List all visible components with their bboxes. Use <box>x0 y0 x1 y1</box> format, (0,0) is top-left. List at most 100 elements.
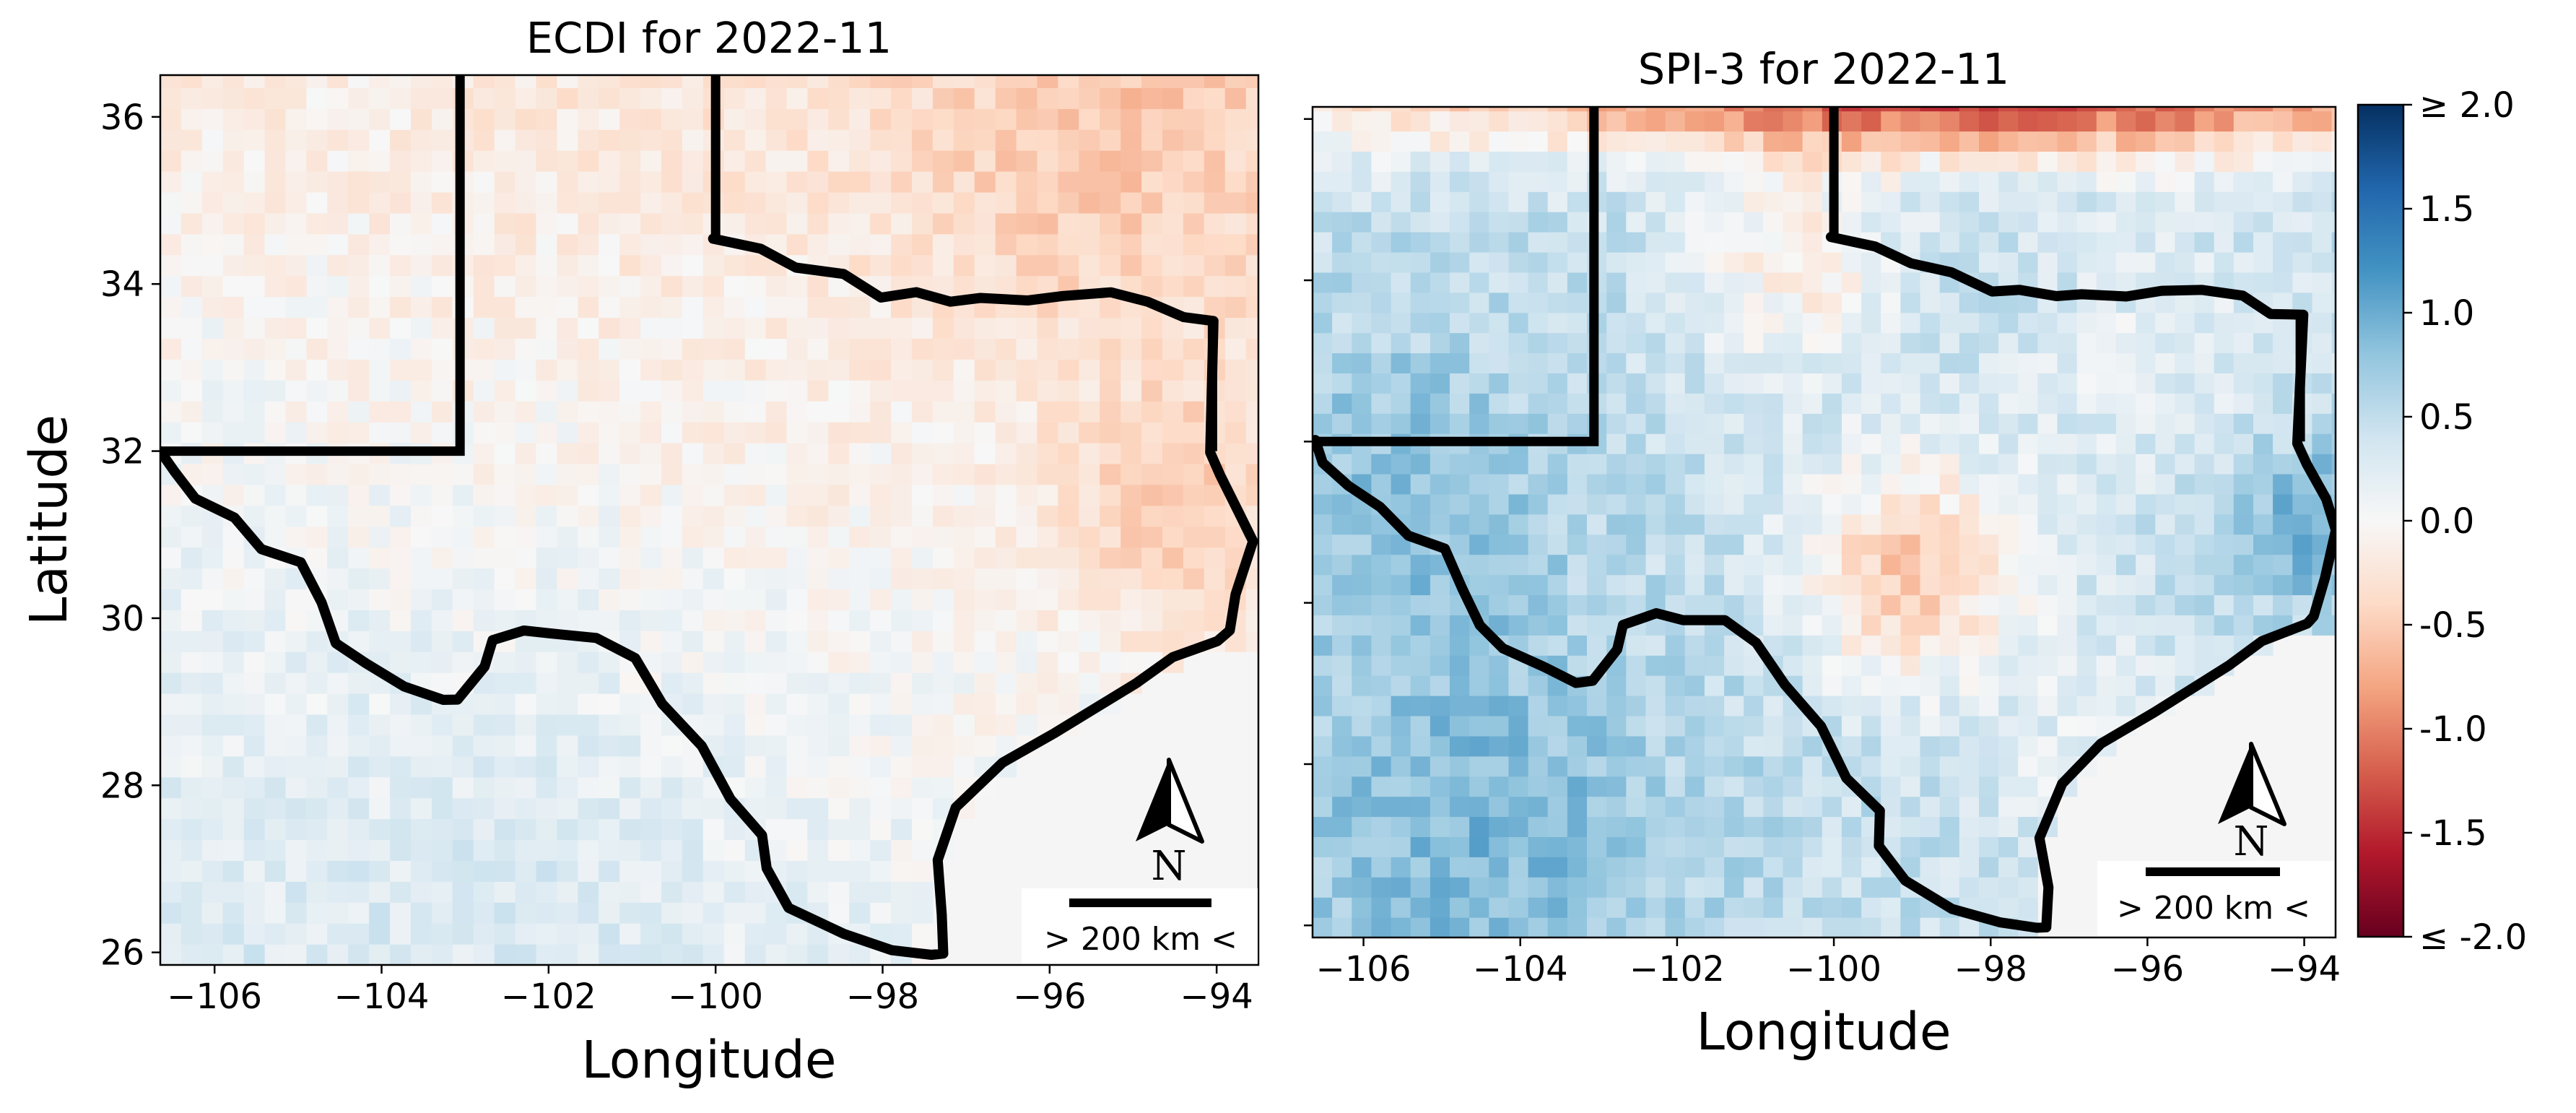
heatmap-cell <box>557 735 578 757</box>
heatmap-cell <box>1100 150 1121 172</box>
heatmap-cell <box>1861 393 1881 414</box>
heatmap-cell <box>1763 151 1783 172</box>
heatmap-cell <box>723 735 746 757</box>
heatmap-cell <box>723 547 746 569</box>
heatmap-cell <box>180 505 203 527</box>
heatmap-cell <box>160 296 182 319</box>
heatmap-cell <box>1410 171 1431 192</box>
heatmap-cell <box>1744 716 1764 737</box>
heatmap-cell <box>2136 433 2156 454</box>
heatmap-cell <box>891 651 913 673</box>
heatmap-cell <box>494 359 516 381</box>
heatmap-cell <box>222 902 245 924</box>
heatmap-cell <box>1920 191 1941 212</box>
heatmap-cell <box>160 192 182 214</box>
heatmap-cell <box>264 463 287 485</box>
heatmap-cell <box>1959 796 1980 818</box>
heatmap-cell <box>1939 716 1960 737</box>
heatmap-cell <box>390 233 412 256</box>
heatmap-cell <box>1352 171 1372 192</box>
heatmap-cell <box>2037 433 2058 454</box>
heatmap-cell <box>1547 534 1568 555</box>
heatmap-cell <box>1606 675 1627 696</box>
heatmap-cell <box>640 755 662 778</box>
heatmap-cell <box>1979 675 1999 696</box>
heatmap-cell <box>1684 735 1705 757</box>
heatmap-cell <box>1204 212 1226 235</box>
heatmap-cell <box>1939 675 1960 696</box>
heatmap-cell <box>2116 373 2136 394</box>
heatmap-cell <box>369 881 391 903</box>
heatmap-cell <box>2136 212 2156 233</box>
heatmap-cell <box>243 860 266 882</box>
heatmap-cell <box>723 568 746 589</box>
heatmap-cell <box>306 296 328 319</box>
heatmap-cell <box>348 944 370 965</box>
heatmap-cell <box>348 610 370 631</box>
heatmap-cell <box>640 797 662 820</box>
heatmap-cell <box>1332 877 1352 898</box>
heatmap-cell <box>1352 857 1372 878</box>
heatmap-cell <box>1224 317 1247 339</box>
heatmap-cell <box>1920 111 1941 132</box>
heatmap-cell <box>1371 816 1392 837</box>
heatmap-cell <box>369 610 391 631</box>
heatmap-cell <box>1489 655 1509 676</box>
heatmap-cell <box>995 443 1017 464</box>
heatmap-cell <box>2253 433 2273 454</box>
heatmap-cell <box>2057 514 2078 535</box>
heatmap-cell <box>348 296 370 319</box>
heatmap-cell <box>1744 312 1764 334</box>
heatmap-cell <box>1391 151 1411 172</box>
heatmap-cell <box>473 797 495 820</box>
heatmap-cell <box>1245 589 1258 610</box>
heatmap-cell <box>2037 191 2058 212</box>
heatmap-cell <box>702 881 725 903</box>
heatmap-cell <box>1959 735 1980 757</box>
heatmap-cell <box>1763 312 1783 334</box>
heatmap-cell <box>2233 151 2254 172</box>
heatmap-cell <box>1704 917 1725 937</box>
heatmap-cell <box>306 860 328 882</box>
x-axis-label: Longitude <box>1696 1002 1951 1062</box>
heatmap-cell <box>390 275 412 298</box>
heatmap-cell <box>786 776 808 799</box>
heatmap-cell <box>995 254 1017 277</box>
heatmap-cell <box>2253 615 2273 636</box>
heatmap-cell <box>870 463 892 485</box>
heatmap-cell <box>1724 292 1744 313</box>
heatmap-cell <box>828 651 850 673</box>
heatmap-cell <box>1352 191 1372 212</box>
heatmap-cell <box>1410 615 1431 636</box>
heatmap-cell <box>2057 615 2078 636</box>
heatmap-cell <box>2233 474 2254 495</box>
heatmap-cell <box>1939 131 1960 152</box>
heatmap-cell <box>306 75 328 88</box>
heatmap-cell <box>557 651 578 673</box>
heatmap-cell <box>2312 393 2333 414</box>
heatmap-cell <box>1430 232 1450 253</box>
heatmap-cell <box>1900 111 1921 132</box>
heatmap-cell <box>1332 755 1352 777</box>
heatmap-cell <box>2312 232 2333 253</box>
heatmap-cell <box>1528 191 1549 212</box>
heatmap-cell <box>1371 111 1392 132</box>
heatmap-cell <box>222 108 245 130</box>
heatmap-cell <box>2018 232 2038 253</box>
heatmap-cell <box>995 401 1017 423</box>
heatmap-cell <box>2175 171 2196 192</box>
heatmap-cell <box>1979 252 1999 273</box>
heatmap-cell <box>1724 735 1744 757</box>
heatmap-cell <box>891 547 913 569</box>
heatmap-cell <box>1724 675 1744 696</box>
heatmap-cell <box>1587 635 1607 656</box>
heatmap-cell <box>515 839 537 861</box>
heatmap-cell <box>682 463 704 485</box>
heatmap-cell <box>807 818 829 841</box>
heatmap-cell <box>619 568 641 589</box>
heatmap-cell <box>1763 292 1783 313</box>
heatmap-cell <box>1626 111 1646 132</box>
heatmap-cell <box>1606 191 1627 212</box>
heatmap-cell <box>1606 131 1627 152</box>
heatmap-cell <box>180 610 203 631</box>
